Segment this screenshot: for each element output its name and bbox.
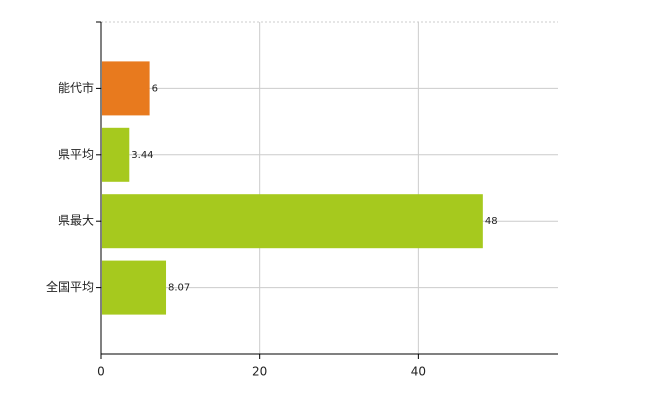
bar [102,260,167,315]
bar [102,127,130,182]
y-tick-label: 県最大 [58,214,94,228]
y-tick-label: 県平均 [58,147,94,161]
bar [102,194,483,249]
bar [102,61,150,116]
value-label: 48 [485,216,498,227]
y-tick-label: 能代市 [58,80,94,95]
x-tick-label: 40 [411,365,426,379]
value-label: 6 [152,83,158,94]
x-tick-label: 20 [252,365,267,379]
value-label: 8.07 [168,283,190,294]
y-tick-label: 全国平均 [46,279,94,294]
x-tick-label: 0 [97,365,105,379]
value-label: 3.44 [131,150,153,161]
